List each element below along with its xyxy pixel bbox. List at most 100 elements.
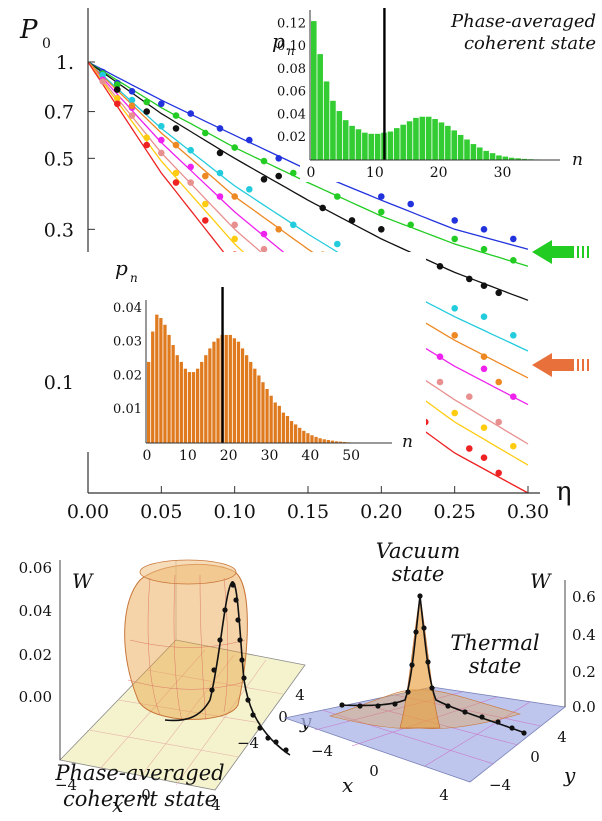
data-point-0-11 (407, 200, 415, 208)
inset-green: 0.12 0.10 0.08 0.06 0.04 0.02 0 10 20 30 p n n P… (272, 2, 600, 182)
left-ytick-0: 4 (295, 686, 305, 704)
green-bar-26 (477, 147, 483, 160)
right-xtick-0: −4 (311, 742, 333, 760)
green-bar-22 (451, 130, 458, 160)
green-bar-6 (349, 125, 355, 160)
data-point-4-11 (510, 393, 517, 401)
data-point-6-1 (128, 112, 136, 119)
green-ytick-5: 0.02 (277, 130, 306, 145)
orange-bar-24 (245, 355, 249, 443)
orange-bar-17 (216, 338, 220, 443)
orange-bar-6 (171, 345, 175, 443)
right-xlabel: x (342, 773, 353, 797)
data-point-3-4 (216, 169, 224, 177)
orange-bar-16 (212, 341, 216, 443)
data-point-2-11 (480, 282, 488, 290)
data-point-5-3 (231, 193, 238, 200)
green-xtick-3: 30 (494, 165, 512, 181)
main-ytick-label-0: 1. (56, 52, 74, 74)
fit-curve-1 (87, 61, 529, 267)
data-point-1-5 (231, 144, 238, 151)
green-bar-23 (457, 134, 464, 160)
orange-ytick-0: 0.04 (113, 301, 142, 316)
orange-bar-28 (261, 382, 265, 443)
data-point-6-2 (158, 149, 165, 157)
data-point-8-2 (172, 179, 180, 186)
orange-bar-39 (306, 433, 310, 443)
green-bar-29 (496, 155, 502, 160)
left-ytick-2: −4 (237, 734, 259, 752)
main-yticks: 1. 0.7 0.5 0.3 0.1 (44, 52, 95, 394)
data-point-3-11 (480, 313, 488, 321)
green-bar-3 (330, 100, 336, 160)
data-point-3-0 (99, 71, 106, 79)
data-point-1-10 (407, 221, 415, 229)
main-xtick-label-0: 0.00 (67, 501, 109, 523)
data-point-5-0 (128, 102, 136, 109)
orange-bar-1 (151, 331, 155, 443)
main-ylabel-sub: 0 (42, 36, 51, 52)
green-xtick-2: 20 (430, 165, 448, 181)
orange-bar-3 (159, 318, 163, 443)
orange-bars (147, 287, 392, 443)
orange-xlabel: n (402, 432, 413, 452)
data-point-1-6 (260, 157, 268, 165)
data-point-0-4 (187, 110, 194, 117)
data-point-2-8 (378, 226, 385, 233)
data-point-0-7 (275, 155, 283, 162)
data-point-2-3 (216, 149, 224, 157)
green-bar-27 (483, 150, 489, 160)
orange-bar-31 (273, 402, 277, 443)
green-ytick-1: 0.10 (277, 39, 306, 54)
data-point-7-10 (480, 424, 488, 432)
data-point-3-2 (158, 122, 165, 130)
data-point-2-5 (275, 172, 283, 180)
data-point-7-11 (510, 442, 517, 450)
right-xtick-1: 0 (369, 762, 379, 780)
data-point-6-5 (260, 245, 268, 253)
orange-bar-22 (236, 341, 241, 443)
orange-ytick-1: 0.03 (113, 335, 142, 350)
green-bar-16 (413, 117, 419, 160)
orange-bar-43 (322, 439, 326, 443)
data-point-3-12 (510, 332, 517, 339)
orange-xtick-5: 50 (342, 448, 360, 464)
data-point-8-3 (202, 217, 209, 224)
orange-bar-23 (240, 348, 245, 443)
marker-arrow-0 (532, 240, 574, 264)
orange-bar-14 (204, 355, 208, 443)
green-bar-25 (470, 144, 477, 160)
fit-curve-2 (87, 61, 529, 301)
green-bar-21 (445, 125, 451, 160)
left-floor-grid (88, 649, 284, 786)
orange-bar-9 (183, 368, 188, 443)
data-point-1-3 (172, 112, 180, 119)
surface-left: W 0.06 0.04 0.02 0.00 −4 0 4 x 4 0 −4 y … (19, 559, 312, 817)
main-xlabel: η (556, 477, 572, 507)
green-bar-4 (336, 111, 343, 160)
green-ytick-0: 0.12 (277, 16, 306, 31)
main-ylabel: P (19, 15, 38, 45)
data-point-8-0 (114, 100, 121, 108)
data-point-2-10 (466, 275, 473, 283)
right-ytick-2: −4 (489, 776, 511, 794)
green-bar-8 (362, 132, 368, 160)
orange-bar-20 (228, 334, 232, 443)
orange-bar-30 (269, 395, 273, 443)
data-point-6-11 (495, 418, 503, 426)
data-point-5-2 (202, 172, 209, 180)
orange-ylabel-sub: n (130, 271, 138, 285)
data-point-1-11 (451, 235, 459, 243)
vacuum-state-label: Vacuum state (376, 539, 460, 586)
orange-bar-15 (208, 348, 212, 443)
data-point-6-9 (436, 378, 444, 386)
left-cut-points (209, 582, 289, 753)
right-ztick-2: 0.2 (572, 663, 596, 681)
main-xtick-label-1: 0.05 (140, 501, 182, 523)
orange-bar-21 (232, 338, 237, 443)
data-point-3-3 (187, 146, 194, 154)
orange-bar-35 (289, 421, 294, 443)
orange-bar-8 (179, 361, 183, 443)
green-bar-15 (406, 121, 413, 160)
